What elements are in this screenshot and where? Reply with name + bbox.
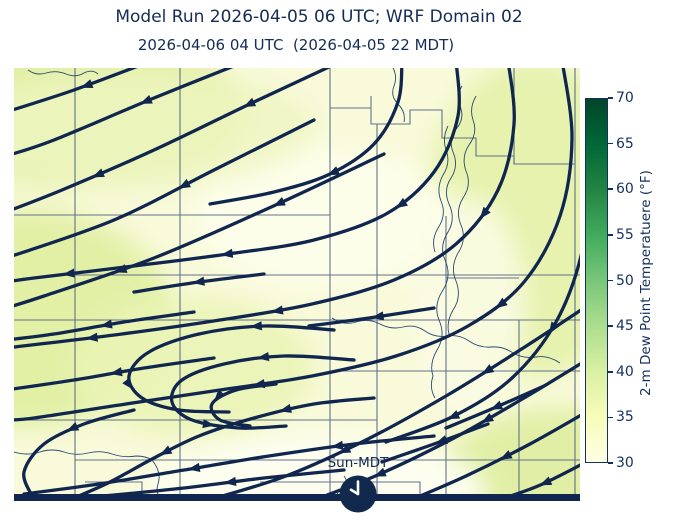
weather-map (14, 68, 580, 501)
arrowhead-icon (139, 95, 153, 104)
arrowhead-icon (495, 297, 508, 309)
figure-title: Model Run 2026-04-05 06 UTC; WRF Domain … (115, 7, 523, 27)
arrowhead-icon (338, 444, 352, 454)
arrowhead-icon (256, 352, 270, 362)
streamline (14, 68, 331, 211)
colorbar-tick-label: 55 (616, 226, 634, 243)
arrowhead-icon (499, 450, 513, 460)
colorbar-tick (608, 462, 613, 464)
streamline (14, 68, 138, 112)
streamline (14, 68, 574, 422)
arrowhead-icon (202, 419, 215, 429)
colorbar-tick-label: 65 (616, 135, 634, 152)
streamline (14, 356, 216, 391)
arrowhead-icon (279, 403, 292, 413)
colorbar-tick (608, 188, 613, 191)
arrowhead-icon (122, 377, 134, 390)
streamline (14, 68, 516, 349)
arrowhead-icon (395, 197, 408, 209)
colorbar-tick (608, 325, 613, 327)
streamline-arrowheads (62, 79, 560, 486)
colorbar-tick-label: 40 (616, 363, 634, 380)
arrowhead-icon (224, 476, 237, 486)
arrowhead-icon (371, 311, 385, 321)
arrowhead-icon (214, 389, 226, 402)
arrowhead-icon (548, 321, 560, 335)
streamline (209, 382, 278, 428)
colorbar-tick (608, 416, 613, 419)
arrowhead-icon (490, 400, 504, 410)
arrowhead-icon (178, 178, 191, 189)
colorbar (585, 98, 608, 463)
clock-icon (339, 475, 377, 513)
arrowhead-icon (327, 166, 340, 176)
clock-label: Sun-MDT (327, 455, 389, 471)
arrowhead-icon (110, 367, 123, 377)
colorbar-tick-label: 35 (616, 409, 634, 426)
arrowhead-icon (479, 206, 491, 219)
arrowhead-icon (373, 467, 387, 477)
colorbar-tick (608, 142, 613, 145)
arrowhead-icon (270, 305, 284, 315)
arrowhead-icon (220, 248, 234, 258)
arrowhead-icon (62, 268, 75, 278)
streamline (14, 118, 316, 258)
streamline (14, 68, 234, 156)
colorbar-tick-label: 45 (616, 318, 634, 335)
colorbar-tick (608, 279, 613, 282)
arrowhead-icon (539, 476, 553, 486)
colorbar-tick-label: 70 (616, 90, 634, 106)
arrowhead-icon (187, 462, 201, 472)
arrowhead-icon (85, 332, 99, 342)
arrowhead-icon (481, 364, 495, 375)
colorbar-tick (608, 234, 613, 236)
streamline (207, 308, 580, 501)
colorbar-tick (608, 97, 613, 99)
streamline (22, 408, 136, 498)
streamline (380, 422, 490, 464)
streamline (208, 68, 404, 206)
arrowhead-icon (252, 379, 266, 389)
arrowhead-icon (331, 440, 344, 450)
arrowhead-icon (100, 319, 113, 329)
streamline (307, 306, 436, 328)
colorbar-tick-label: 30 (616, 455, 634, 471)
arrowhead-icon (80, 79, 94, 88)
colorbar-tick-label: 60 (616, 181, 634, 198)
arrowhead-icon (92, 168, 105, 178)
figure-subtitle: 2026-04-06 04 UTC (2026-04-05 22 MDT) (137, 36, 455, 54)
arrowhead-icon (435, 435, 449, 444)
arrowhead-icon (447, 410, 461, 420)
colorbar-tick-label: 50 (616, 272, 634, 289)
streamline (404, 413, 580, 501)
streamline (14, 310, 196, 341)
arrowhead-icon (273, 197, 286, 207)
colorbar-label: 2-m Dew Point Temperatuere (°F) (638, 170, 654, 396)
arrowhead-icon (159, 445, 173, 456)
arrowhead-icon (114, 264, 128, 273)
streamline (14, 152, 386, 308)
streamline (169, 354, 356, 430)
arrowhead-icon (66, 421, 80, 432)
arrowhead-icon (243, 97, 257, 108)
arrowhead-icon (249, 321, 263, 331)
arrowhead-icon (192, 276, 205, 286)
arrowhead-icon (481, 412, 495, 423)
colorbar-tick (608, 370, 613, 373)
